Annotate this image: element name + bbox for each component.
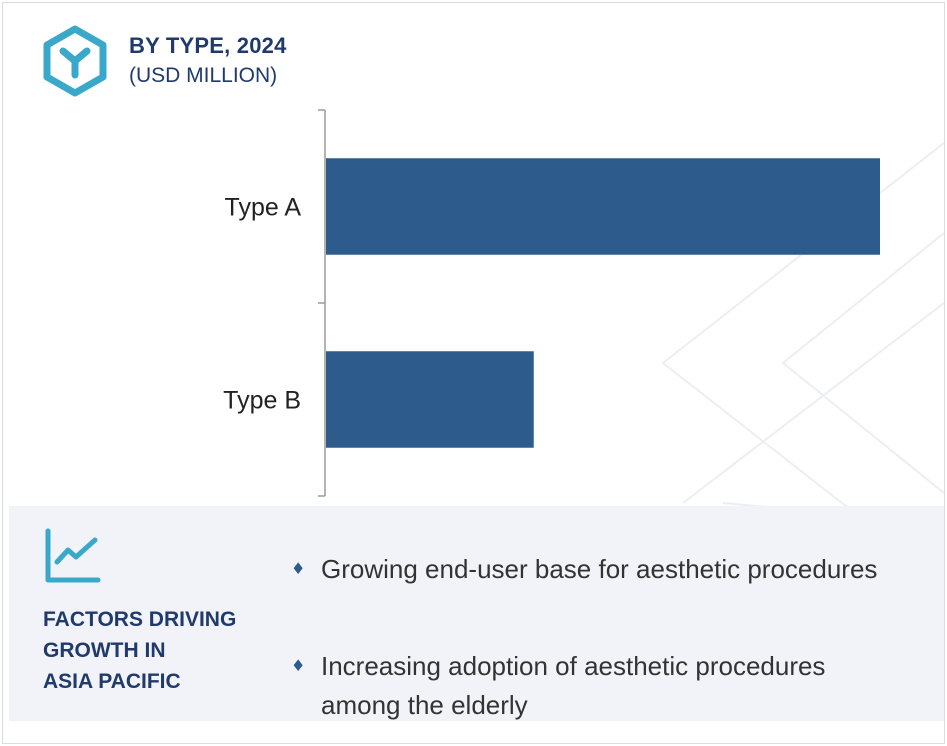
bar-series bbox=[326, 158, 880, 448]
factor-text: Growing end-user base for aesthetic proc… bbox=[321, 554, 878, 584]
category-axis bbox=[318, 109, 326, 497]
trend-line-chart-icon bbox=[45, 528, 101, 583]
category-label: Type A bbox=[225, 194, 302, 222]
bar-type-b bbox=[326, 351, 534, 448]
bar-type-a bbox=[326, 158, 880, 255]
diamond-bullet-icon: ♦ bbox=[291, 559, 306, 578]
chart-subtitle: (USD MILLION) bbox=[129, 64, 278, 87]
category-label: Type B bbox=[223, 387, 301, 415]
factors-panel: FACTORS DRIVING GROWTH IN ASIA PACIFIC ♦… bbox=[9, 506, 944, 721]
diamond-bullet-icon: ♦ bbox=[291, 656, 306, 675]
factor-item: ♦ Increasing adoption of aesthetic proce… bbox=[291, 647, 891, 725]
chart-title: BY TYPE, 2024 bbox=[129, 33, 287, 58]
hexagon-y-icon bbox=[43, 25, 107, 97]
factors-heading: FACTORS DRIVING GROWTH IN ASIA PACIFIC bbox=[43, 608, 237, 693]
category-labels: Type A Type B bbox=[223, 194, 301, 415]
factor-text: Increasing adoption of aesthetic procedu… bbox=[321, 651, 826, 720]
bar-chart: Type A Type B bbox=[223, 109, 880, 497]
factor-item: ♦ Growing end-user base for aesthetic pr… bbox=[291, 550, 891, 589]
